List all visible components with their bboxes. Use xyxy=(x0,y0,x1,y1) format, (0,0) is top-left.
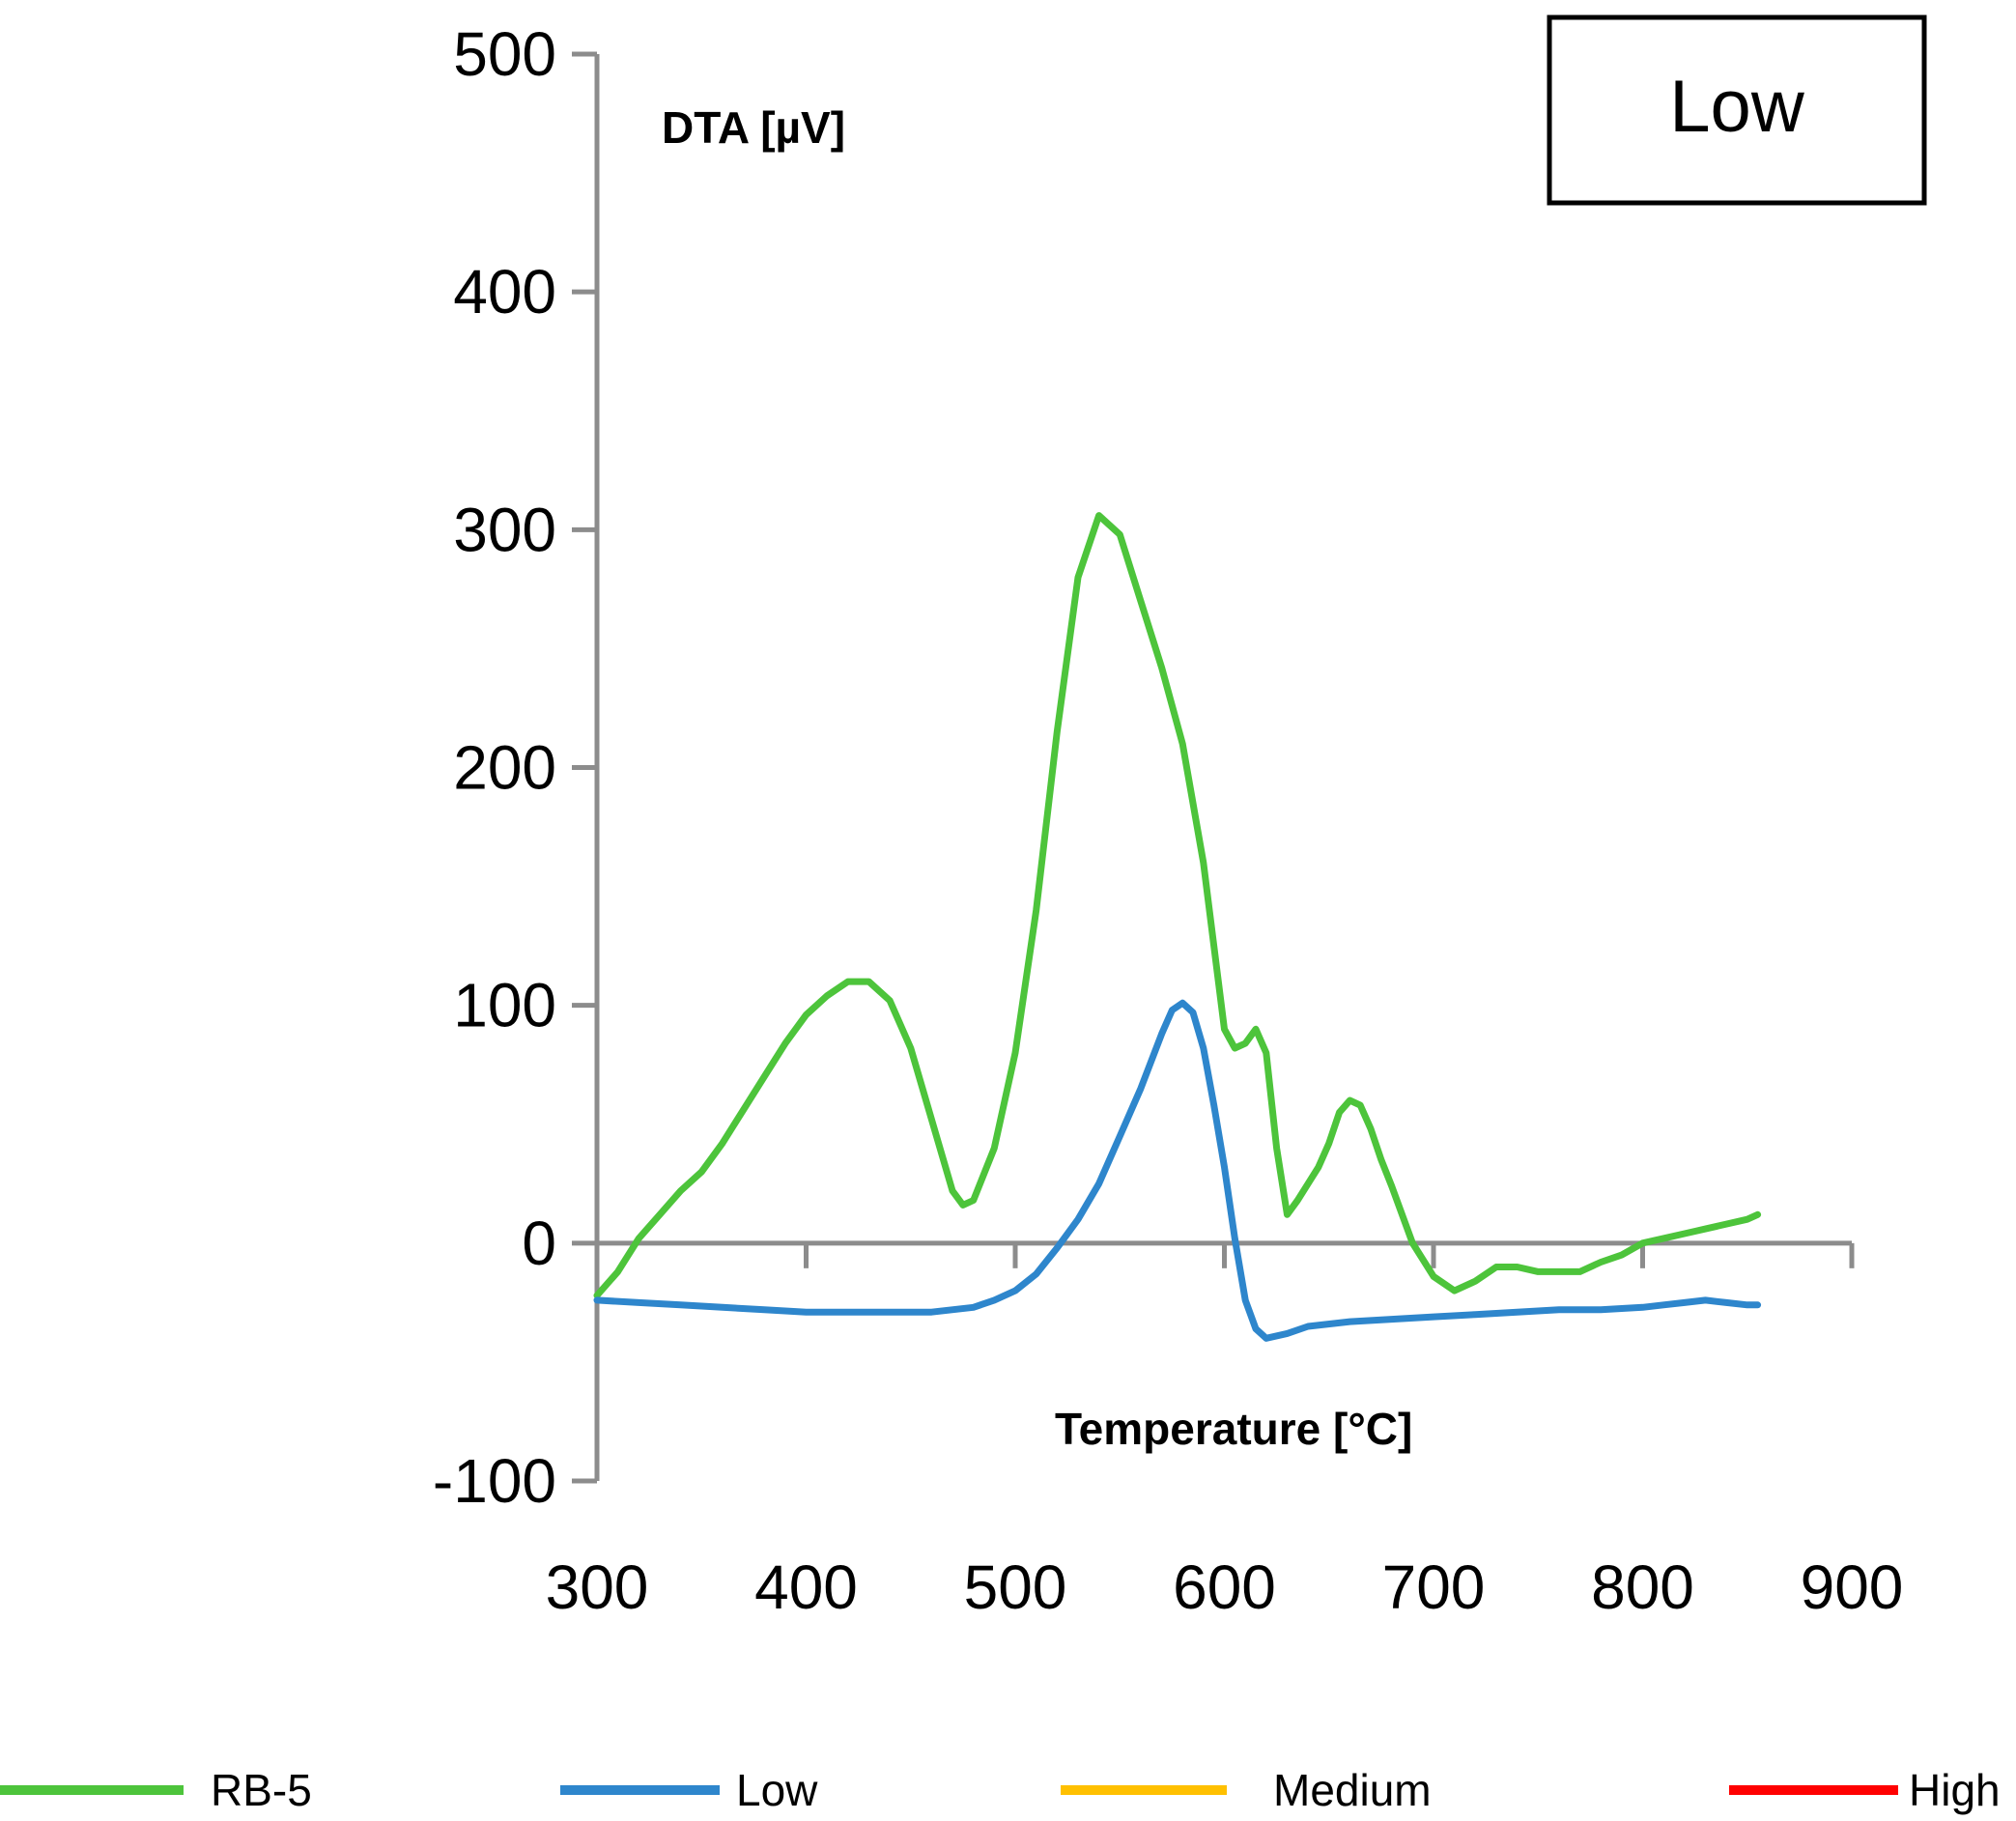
y-tick-label: -100 xyxy=(433,1446,556,1516)
x-tick-label: 700 xyxy=(1382,1552,1486,1622)
x-tick-label: 500 xyxy=(964,1552,1067,1622)
y-tick-label: 0 xyxy=(522,1209,556,1278)
y-tick-label: 500 xyxy=(453,19,556,89)
legend-label-low: Low xyxy=(736,1765,818,1815)
x-tick-label: 300 xyxy=(546,1552,649,1622)
x-tick-label: 800 xyxy=(1591,1552,1694,1622)
y-tick-label: 300 xyxy=(453,495,556,564)
legend: RB-5 Low Medium High xyxy=(0,1765,2001,1815)
legend-label-rb-5: RB-5 xyxy=(211,1765,312,1815)
x-tick-label: 900 xyxy=(1801,1552,1904,1622)
panel-label: Low xyxy=(1669,66,1805,148)
panel-label-box xyxy=(1547,14,1927,206)
y-tick-label: 100 xyxy=(453,971,556,1040)
x-tick-label: 400 xyxy=(754,1552,858,1622)
series-line-low xyxy=(593,999,1762,1342)
y-axis-title: DTA [µV] xyxy=(662,102,845,153)
series-layer xyxy=(593,512,1762,1342)
y-tick-label: 200 xyxy=(453,733,556,803)
legend-label-high: High xyxy=(1909,1765,2001,1815)
y-tick-label: 400 xyxy=(453,257,556,327)
legend-label-medium: Medium xyxy=(1273,1765,1432,1815)
x-axis-title: Temperature [°C] xyxy=(1055,1404,1412,1454)
axes: -100 0 100 200 300 400 500 300 400 500 600 700 800 90… xyxy=(433,19,1903,1622)
x-tick-label: 600 xyxy=(1173,1552,1276,1622)
series-line-rb-5 xyxy=(593,512,1762,1299)
